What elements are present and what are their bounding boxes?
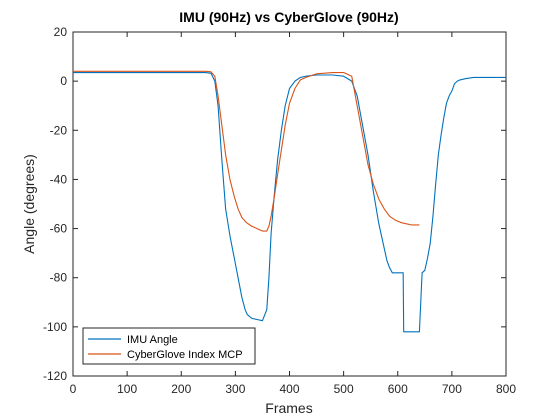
x-tick-label: 500: [334, 382, 354, 396]
series-line-2: [73, 70, 420, 232]
chart-title: IMU (90Hz) vs CyberGlove (90Hz): [179, 9, 398, 25]
legend-entry: IMU Angle: [127, 334, 178, 346]
x-tick-label: 800: [496, 382, 516, 396]
y-tick-label: 0: [60, 74, 67, 88]
x-tick-label: 700: [442, 382, 462, 396]
y-tick-label: 20: [54, 25, 68, 39]
y-tick-label: -60: [50, 222, 68, 236]
x-tick-label: 600: [388, 382, 408, 396]
x-tick-label: 400: [279, 382, 299, 396]
x-tick-label: 200: [171, 382, 191, 396]
y-tick-label: -100: [43, 320, 67, 334]
y-axis-label: Angle (degrees): [21, 154, 37, 254]
plot-area-box: [72, 31, 507, 377]
y-tick-label: -120: [43, 369, 67, 383]
legend: IMU Angle CyberGlove Index MCP: [82, 327, 256, 365]
y-tick-label: -40: [50, 172, 68, 186]
x-tick-label: 300: [225, 382, 245, 396]
x-tick-label: 100: [117, 382, 137, 396]
legend-entry: CyberGlove Index MCP: [127, 349, 243, 361]
x-axis-label: Frames: [265, 400, 312, 416]
y-tick-label: -80: [50, 271, 68, 285]
legend-box: [82, 327, 256, 365]
series-line-1: [73, 71, 506, 333]
x-tick-label: 0: [70, 382, 77, 396]
y-tick-label: -20: [50, 123, 68, 137]
